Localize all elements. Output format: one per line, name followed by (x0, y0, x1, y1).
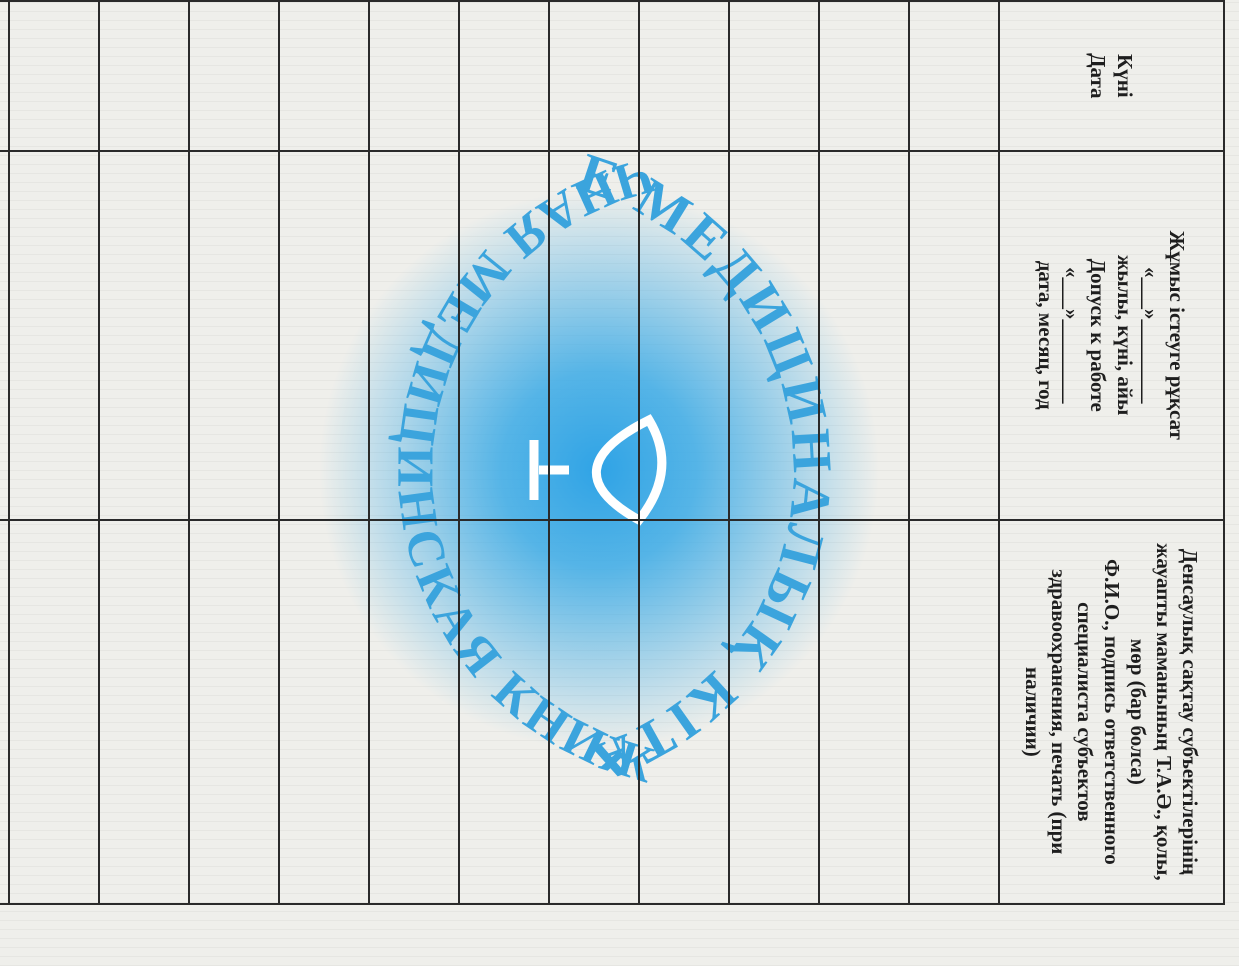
empty-cell (0, 150, 9, 520)
header-text: жылы, күні, айы (1112, 255, 1137, 416)
empty-row (99, 1, 189, 904)
empty-cell (9, 1, 99, 151)
empty-cell (189, 519, 279, 904)
empty-cell (9, 519, 99, 904)
header-cell: Жұмыс істеуге рұқсат «___»________ жылы, к… (999, 150, 1224, 520)
empty-row (369, 1, 459, 904)
empty-cell (9, 150, 99, 520)
header-row: Күні Дата Жұмыс істеуге рұқсат «___»_______… (999, 1, 1224, 904)
empty-cell (369, 519, 459, 904)
empty-cell (819, 150, 909, 520)
empty-cell (909, 519, 999, 904)
empty-row (279, 1, 369, 904)
empty-cell (99, 519, 189, 904)
empty-cell (369, 1, 459, 151)
empty-row (909, 1, 999, 904)
header-text: «___»________ (1060, 266, 1085, 404)
empty-cell (369, 150, 459, 520)
empty-row (819, 1, 909, 904)
header-text: «___»________ (1139, 266, 1163, 404)
empty-cell (909, 1, 999, 151)
empty-cell (639, 519, 729, 904)
empty-cell (639, 150, 729, 520)
empty-cell (909, 150, 999, 520)
header-cell: Күні Дата (999, 1, 1224, 151)
empty-cell (279, 1, 369, 151)
empty-row (0, 1, 9, 904)
header-text: Ф.И.О., подпись ответственного специалис… (1020, 559, 1124, 865)
empty-cell (459, 519, 549, 904)
empty-cell (729, 1, 819, 151)
empty-cell (549, 150, 639, 520)
empty-cell (819, 519, 909, 904)
header-text: дата, месяц, год (1034, 260, 1058, 410)
empty-row (9, 1, 99, 904)
empty-cell (0, 519, 9, 904)
empty-row (639, 1, 729, 904)
empty-cell (279, 519, 369, 904)
header-text: Денсаулық сақтау субъектілерінің жауапты… (1125, 543, 1203, 881)
empty-row (189, 1, 279, 904)
empty-row (549, 1, 639, 904)
lamp-emblem (529, 414, 667, 526)
empty-cell (639, 1, 729, 151)
empty-cell (459, 150, 549, 520)
header-text: Дата (1086, 53, 1111, 99)
header-text: Күні (1112, 53, 1137, 98)
header-text: Жұмыс істеуге рұқсат (1165, 230, 1190, 440)
header-cell: Денсаулық сақтау субъектілерінің жауапты… (999, 519, 1224, 904)
record-table: Күні Дата Жұмыс істеуге рұқсат «___»_______… (0, 1, 1224, 904)
empty-cell (729, 519, 819, 904)
header-text: Допуск к работе (1086, 258, 1111, 412)
empty-cell (819, 1, 909, 151)
empty-cell (279, 150, 369, 520)
empty-cell (549, 1, 639, 151)
empty-row (729, 1, 819, 904)
empty-cell (459, 1, 549, 151)
empty-cell (549, 519, 639, 904)
empty-cell (189, 150, 279, 520)
empty-cell (189, 1, 279, 151)
empty-row (459, 1, 549, 904)
empty-cell (0, 1, 9, 151)
empty-cell (99, 1, 189, 151)
empty-cell (729, 150, 819, 520)
empty-cell (99, 150, 189, 520)
